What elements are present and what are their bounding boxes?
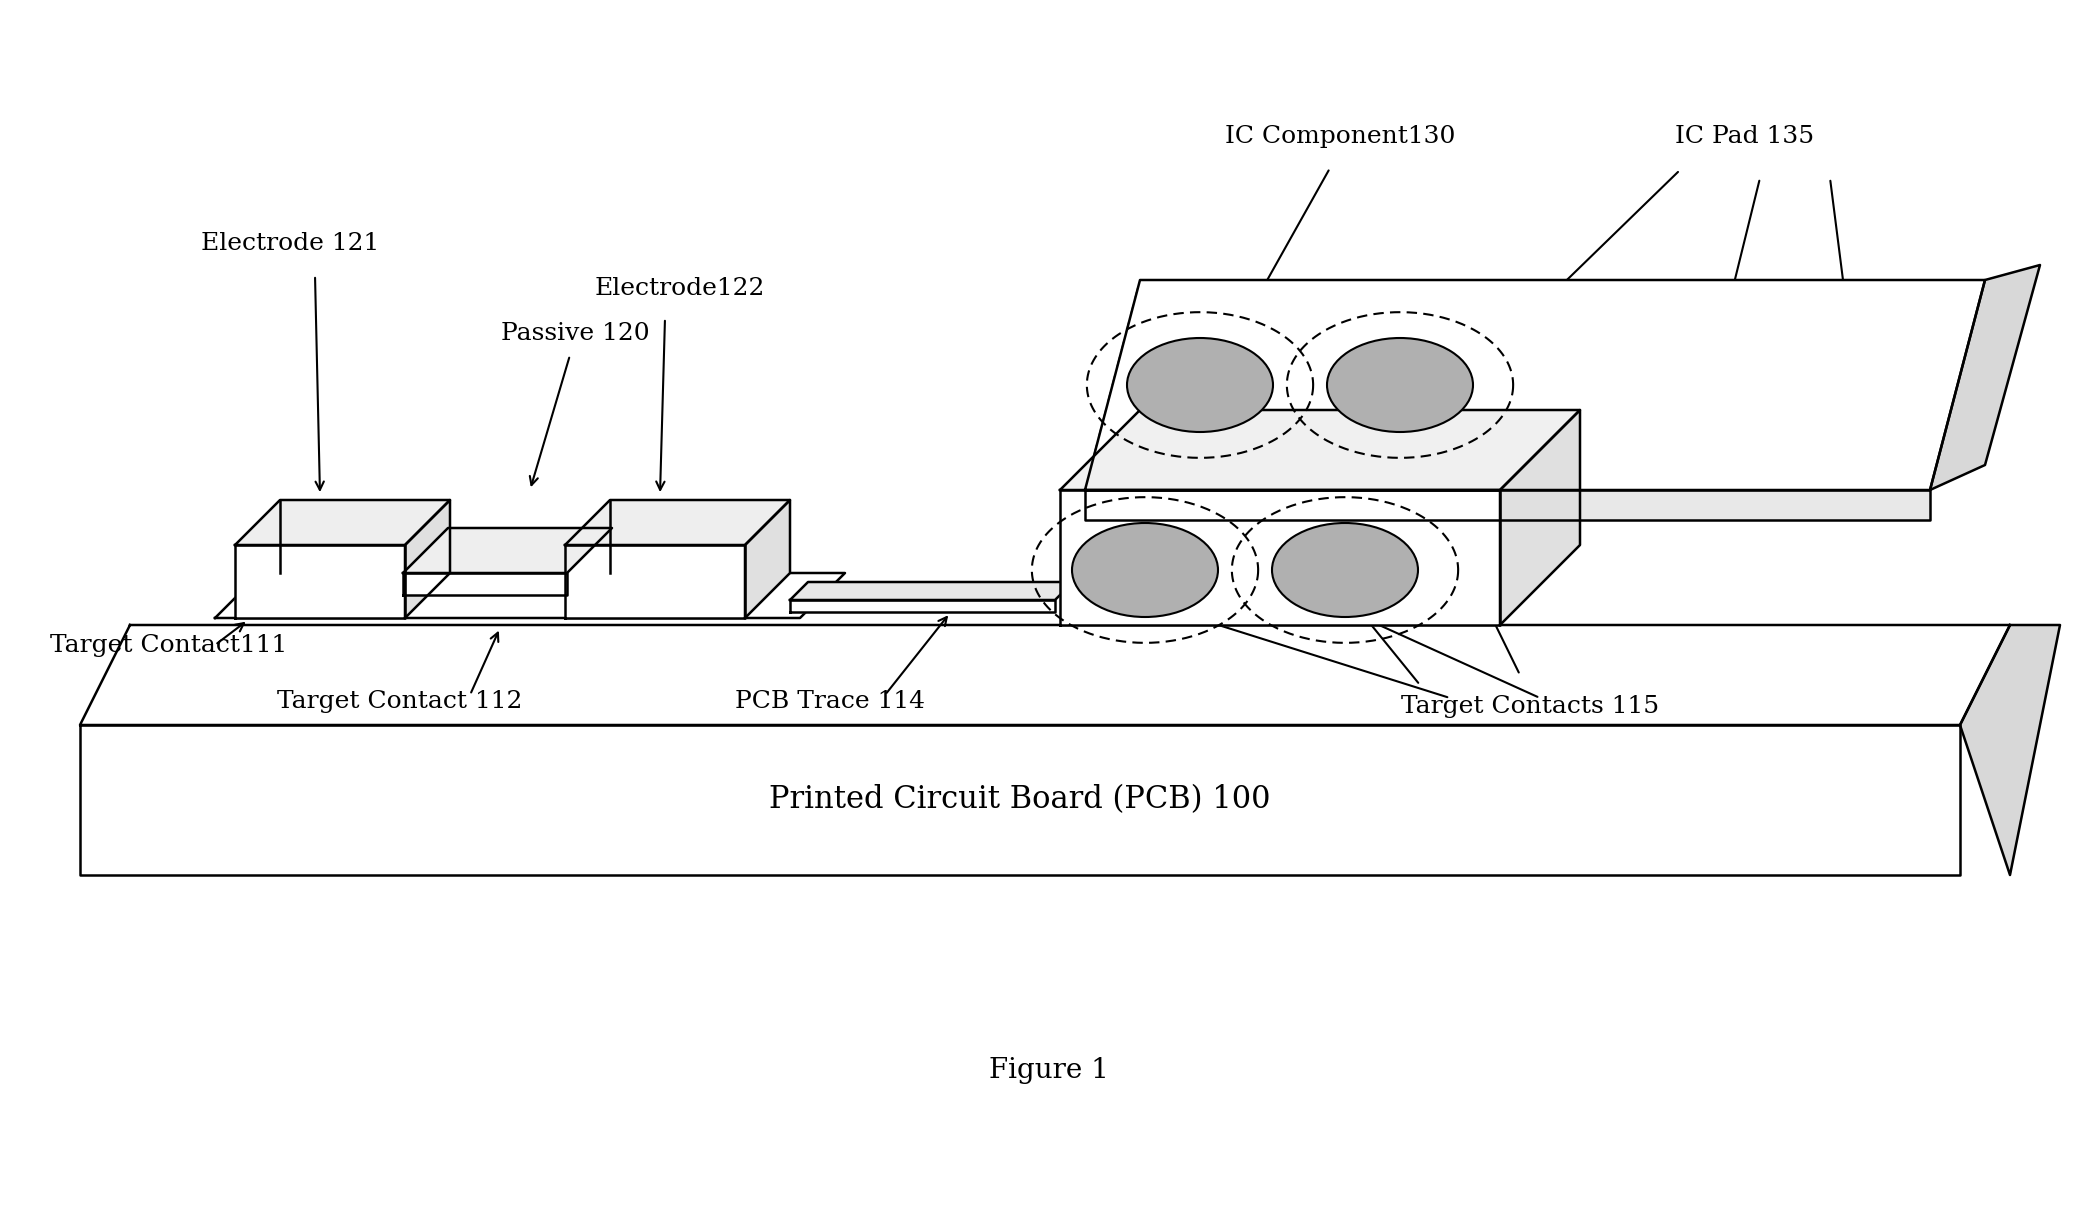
Text: Target Contact111: Target Contact111 [50,633,287,657]
Text: IC Component130: IC Component130 [1225,125,1456,148]
Polygon shape [214,573,845,617]
Polygon shape [403,573,566,595]
Text: Passive 120: Passive 120 [501,322,648,344]
Polygon shape [791,600,1055,613]
Polygon shape [235,545,405,617]
Polygon shape [235,501,449,545]
Polygon shape [403,528,613,573]
Ellipse shape [1271,523,1418,617]
Text: Target Contacts 115: Target Contacts 115 [1401,695,1660,718]
Polygon shape [564,501,791,545]
Polygon shape [1500,410,1580,625]
Text: Printed Circuit Board (PCB) 100: Printed Circuit Board (PCB) 100 [770,785,1271,815]
Polygon shape [405,501,449,617]
Text: Figure 1: Figure 1 [988,1057,1110,1084]
Ellipse shape [1328,338,1473,432]
Text: IC Pad 135: IC Pad 135 [1676,125,1815,148]
Ellipse shape [1072,523,1219,617]
Polygon shape [80,724,1960,875]
Ellipse shape [1271,523,1418,617]
Ellipse shape [1127,338,1273,432]
Polygon shape [80,625,2010,724]
Text: Target Contact 112: Target Contact 112 [277,690,522,713]
Polygon shape [1085,280,1985,490]
Text: PCB Trace 114: PCB Trace 114 [734,690,925,713]
Ellipse shape [1127,338,1273,432]
Polygon shape [1059,410,1580,490]
Polygon shape [791,582,1072,600]
Polygon shape [1059,490,1500,625]
Ellipse shape [1072,523,1219,617]
Polygon shape [1085,490,1930,520]
Polygon shape [564,545,745,617]
Polygon shape [1960,625,2060,875]
Text: Electrode 121: Electrode 121 [201,232,380,255]
Ellipse shape [1328,338,1473,432]
Polygon shape [1930,264,2039,490]
Text: Electrode122: Electrode122 [596,277,766,300]
Polygon shape [745,501,791,617]
